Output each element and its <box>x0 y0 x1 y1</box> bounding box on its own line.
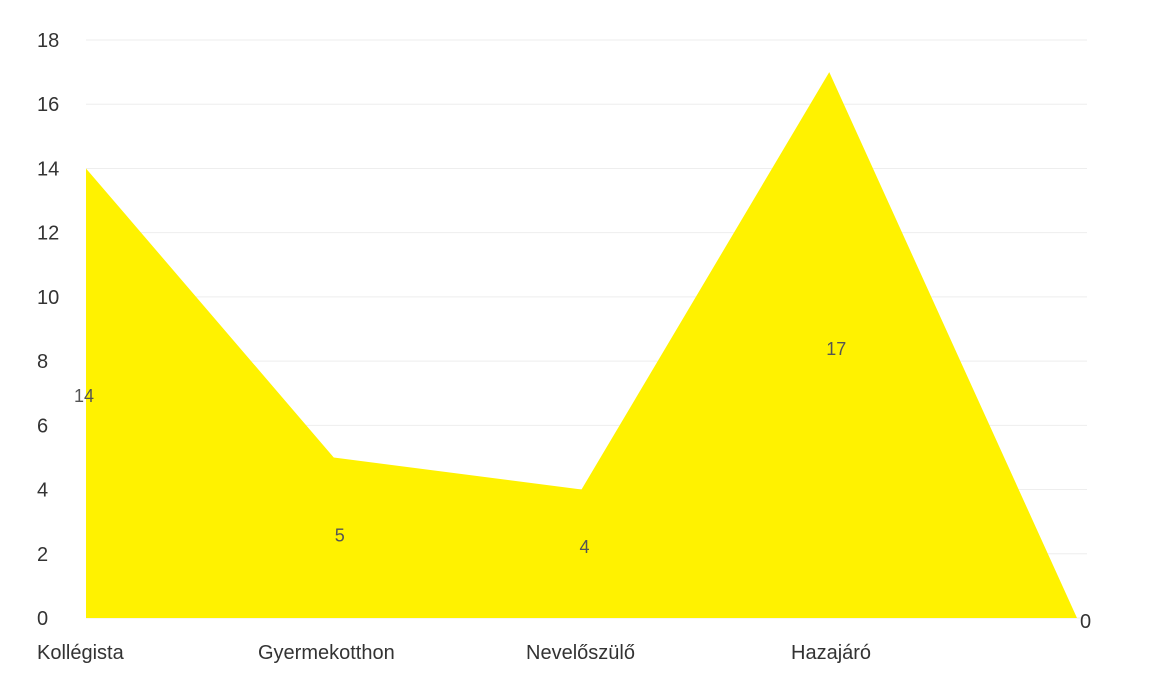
y-tick-label-14: 14 <box>37 158 59 180</box>
data-label-2: 4 <box>579 537 589 557</box>
y-tick-label-12: 12 <box>37 223 59 245</box>
x-axis-ticks: Kollégista Gyermekotthon Nevelőszülő Hazajá… <box>37 642 871 664</box>
x-tick-label-0: Kollégista <box>37 642 125 664</box>
y-tick-label-8: 8 <box>37 351 48 373</box>
y-tick-label-4: 4 <box>37 480 48 502</box>
x-tick-label-1: Gyermekotthon <box>258 642 395 664</box>
y-axis-ticks: 0 2 4 6 8 10 12 14 16 18 <box>37 30 59 630</box>
y-tick-label-18: 18 <box>37 30 59 52</box>
x-tick-label-2: Nevelőszülő <box>526 642 635 664</box>
data-labels: 14 5 4 17 0 <box>74 339 1091 633</box>
data-label-4: 0 <box>1080 611 1091 633</box>
data-label-1: 5 <box>335 526 345 546</box>
data-label-3: 17 <box>826 339 846 359</box>
y-tick-label-6: 6 <box>37 415 48 437</box>
area-series <box>86 72 1077 619</box>
y-tick-label-0: 0 <box>37 608 48 630</box>
y-tick-label-10: 10 <box>37 287 59 309</box>
data-label-0: 14 <box>74 386 94 406</box>
x-tick-label-3: Hazajáró <box>791 642 871 664</box>
area-fill <box>86 72 1077 619</box>
y-tick-label-2: 2 <box>37 544 48 566</box>
y-tick-label-16: 16 <box>37 94 59 116</box>
